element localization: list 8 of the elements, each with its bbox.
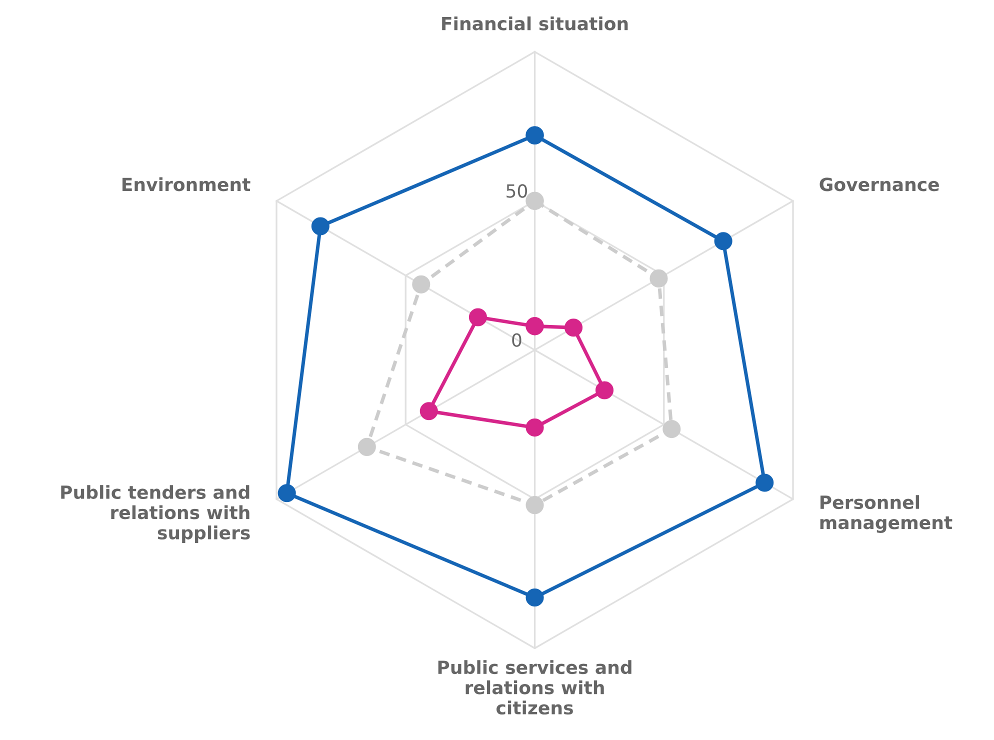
spoke-label: Public services and relations with citizens <box>438 660 632 715</box>
y-tick-label: 0 <box>512 333 522 347</box>
spoke-label: Personnel management <box>820 495 952 533</box>
spoke-label: Public tenders and relations with suppliers <box>61 485 250 543</box>
spoke-label: Financial situation <box>442 16 628 30</box>
y-tick-label: 50 <box>506 184 528 198</box>
spoke-label: Governance <box>820 178 939 192</box>
spoke-label: Environment <box>122 177 250 192</box>
